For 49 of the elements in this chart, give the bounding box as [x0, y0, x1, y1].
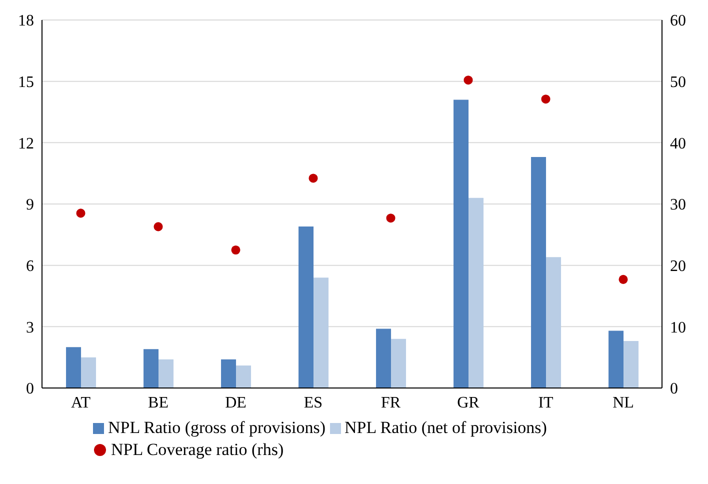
bar: [144, 349, 159, 388]
bar: [608, 330, 624, 388]
y2-tick-label: 60: [670, 12, 686, 30]
y-tick-label: 15: [18, 74, 34, 92]
point: [308, 174, 318, 183]
x-tick-label: FR: [380, 394, 401, 412]
point: [76, 208, 86, 218]
y2-tick-label: 10: [670, 319, 686, 336]
bar: [221, 359, 236, 388]
bar: [314, 278, 329, 388]
legend-label: NPL Coverage ratio (rhs): [111, 440, 284, 460]
bar: [298, 226, 314, 388]
y-tick-label: 9: [26, 196, 34, 214]
y2-tick-label: 30: [670, 196, 686, 214]
point: [154, 222, 163, 232]
legend-label: NPL Ratio (net of provisions): [344, 418, 547, 438]
y2-tick-label: 20: [670, 258, 686, 276]
x-tick-label: NL: [612, 394, 634, 412]
bar: [236, 366, 252, 388]
x-tick-label: ES: [304, 394, 323, 412]
bar: [531, 156, 546, 388]
bar: [81, 357, 96, 388]
y-tick-label: 3: [26, 319, 34, 336]
bar: [468, 198, 484, 388]
point: [231, 245, 240, 255]
x-tick-label: BE: [148, 394, 168, 412]
y2-tick-label: 50: [670, 74, 686, 92]
y-tick-label: 12: [18, 135, 34, 152]
x-tick-label: GR: [457, 394, 480, 412]
bar: [376, 328, 392, 388]
y-tick-label: 0: [26, 380, 34, 398]
point: [386, 214, 396, 223]
y2-tick-label: 0: [670, 380, 678, 398]
point: [618, 274, 628, 284]
bar: [66, 347, 82, 388]
x-tick-label: IT: [538, 394, 554, 412]
y-tick-label: 6: [26, 258, 34, 276]
bar: [158, 359, 174, 388]
y-tick-label: 18: [18, 12, 34, 30]
bar: [391, 338, 406, 388]
point: [541, 94, 550, 104]
point: [464, 76, 473, 85]
x-tick-label: DE: [225, 394, 246, 412]
bar: [546, 257, 562, 388]
y2-tick-label: 40: [670, 135, 686, 152]
bar: [624, 340, 639, 388]
bar: [454, 100, 469, 388]
legend-label: NPL Ratio (gross of provisions): [108, 418, 326, 438]
x-tick-label: AT: [70, 394, 91, 412]
